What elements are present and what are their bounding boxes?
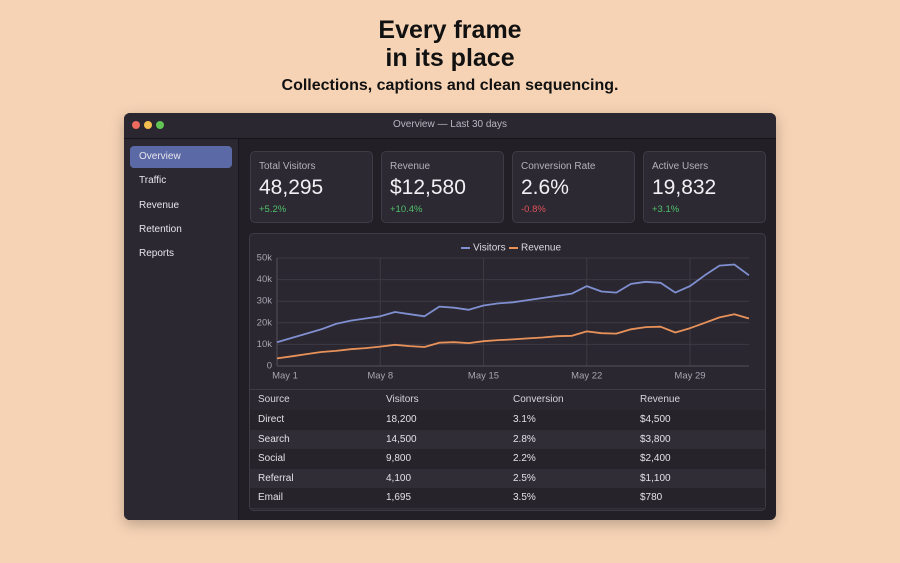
table-cell: $4,500: [640, 414, 671, 425]
y-tick-label: 30k: [257, 296, 273, 307]
table-header: Source Visitors Conversion Revenue: [250, 390, 765, 411]
table-row: Search 14,500 2.8% $3,800: [250, 429, 765, 450]
table-cell: 4,100: [386, 472, 412, 484]
kpi-label: Total Visitors: [259, 161, 316, 172]
table-cell: $3,800: [640, 433, 671, 445]
headline: in its place: [385, 44, 515, 72]
sidebar-label: Retention: [139, 223, 182, 235]
sidebar-item[interactable]: Overview: [130, 146, 232, 168]
table-row: Direct 18,200 3.1% $4,500: [250, 410, 765, 431]
y-tick-label: 40k: [257, 274, 273, 285]
sidebar: Overview Traffic Revenue Retention Reports: [124, 139, 239, 520]
kpi-label: Revenue: [390, 161, 431, 172]
table-cell: 2.2%: [513, 453, 536, 464]
kpi-label: Active Users: [652, 161, 709, 172]
window-button[interactable]: [156, 121, 164, 129]
table-cell: 2.8%: [513, 433, 536, 445]
sidebar-item[interactable]: Traffic: [130, 170, 232, 192]
column-header: Visitors: [386, 394, 419, 405]
sidebar-label: Overview: [139, 151, 181, 162]
table-cell: Email: [258, 492, 284, 503]
legend-label: Revenue: [521, 243, 561, 254]
kpi-label: Conversion Rate: [521, 161, 596, 172]
table-cell: 3.5%: [513, 492, 536, 503]
kpi-delta: +10.4%: [390, 204, 423, 215]
sidebar-item[interactable]: Revenue: [130, 195, 232, 217]
sidebar-label: Traffic: [139, 175, 167, 187]
kpi-delta: +5.2%: [259, 204, 287, 215]
window-button[interactable]: [132, 121, 140, 129]
table-row: Referral 4,100 2.5% $1,100: [250, 468, 765, 489]
kpi-card: Active Users 19,832 +3.1%: [643, 151, 766, 223]
table-cell: Direct: [258, 414, 285, 425]
table-row: Email 1,695 3.5% $780: [250, 488, 765, 509]
table-cell: 3.1%: [513, 414, 536, 425]
line-series: [276, 313, 750, 360]
table: Source Visitors Conversion Revenue Direct 18,…: [250, 389, 765, 510]
kpi-value: 48,295: [259, 176, 324, 199]
subtitle: Collections, captions and clean sequenci…: [281, 77, 619, 94]
y-tick-label: 20k: [257, 317, 273, 328]
sidebar-item[interactable]: Retention: [130, 219, 232, 241]
kpi-delta: -0.8%: [521, 204, 546, 215]
y-tick-label: 10k: [257, 339, 273, 350]
sidebar-item[interactable]: Reports: [130, 243, 232, 265]
chart-panel: 0 10k 20k 30k 40k 50k May 1 May 8 May 15 May 22 Ma…: [249, 233, 766, 511]
window-title: Overview — Last 30 days: [393, 119, 507, 130]
table-row: Social 9,800 2.2% $2,400: [250, 449, 765, 470]
headline: Every frame: [378, 16, 522, 44]
table-cell: Referral: [258, 472, 294, 484]
table-cell: 14,500: [386, 433, 417, 445]
sidebar-label: Revenue: [139, 199, 180, 211]
column-header: Conversion: [513, 394, 564, 405]
kpi-value: 2.6%: [521, 176, 569, 199]
table-cell: Search: [258, 433, 290, 445]
table-cell: $1,100: [640, 472, 671, 484]
x-tick-label: May 22: [571, 371, 602, 382]
y-tick-label: 50k: [257, 253, 273, 264]
chart: 0 10k 20k 30k 40k 50k May 1 May 8 May 15 May 22 Ma…: [257, 243, 750, 382]
column-header: Source: [258, 394, 290, 405]
column-header: Revenue: [640, 394, 681, 405]
table-cell: $780: [640, 492, 663, 503]
kpi-value: $12,580: [390, 176, 466, 199]
x-tick-label: May 29: [674, 371, 705, 382]
table-cell: 18,200: [386, 414, 417, 425]
sidebar-label: Reports: [139, 248, 175, 260]
y-tick-label: 0: [267, 361, 272, 372]
window: Overview — Last 30 days Overview Traffic Re…: [124, 113, 776, 520]
title-bar: [124, 113, 776, 139]
legend-label: Visitors: [473, 243, 506, 254]
kpi-value: 19,832: [652, 176, 717, 199]
table-cell: $2,400: [640, 453, 671, 464]
table-cell: 2.5%: [513, 472, 536, 484]
table-cell: 1,695: [386, 492, 412, 503]
line-series: [276, 263, 750, 344]
kpi-card: Revenue $12,580 +10.4%: [381, 151, 504, 223]
table-cell: 9,800: [386, 453, 412, 464]
x-tick-label: May 1: [272, 371, 298, 382]
table-cell: Social: [258, 453, 286, 464]
window-button[interactable]: [144, 121, 152, 129]
kpi-card: Total Visitors 48,295 +5.2%: [250, 151, 373, 223]
x-tick-label: May 15: [468, 371, 499, 382]
kpi-delta: +3.1%: [652, 204, 680, 215]
kpi-card: Conversion Rate 2.6% -0.8%: [512, 151, 635, 223]
x-tick-label: May 8: [367, 371, 393, 382]
